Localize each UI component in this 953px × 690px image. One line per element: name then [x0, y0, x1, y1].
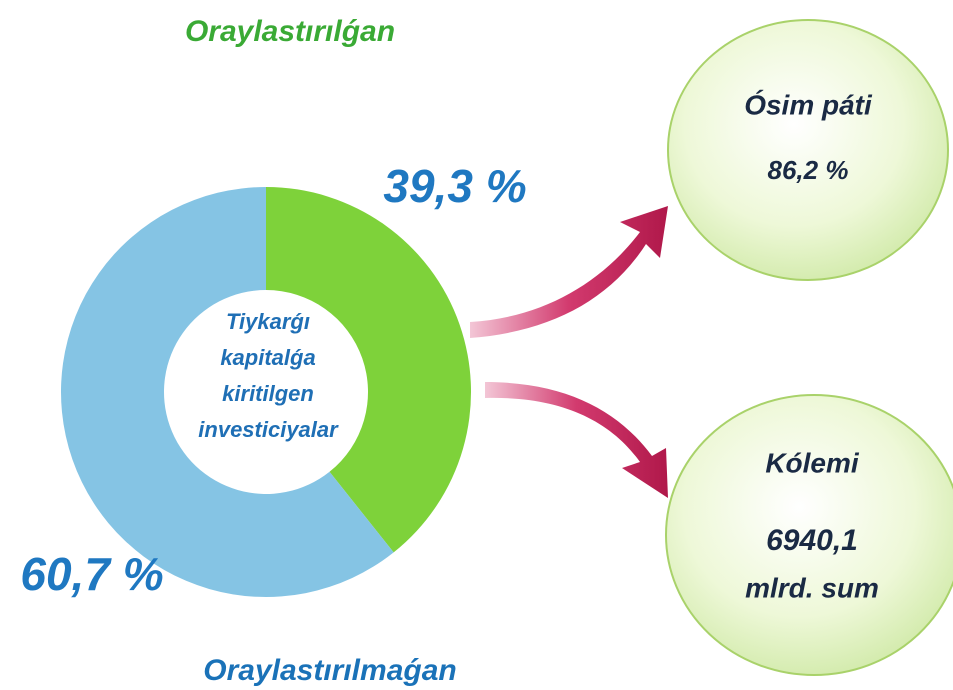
center-label: kapitalǵa — [220, 345, 315, 370]
value-label: 60,7 % — [20, 548, 163, 600]
center-label: Tiykarǵı — [226, 309, 310, 334]
callout-title: Kólemi — [765, 447, 860, 478]
center-label: kiritilgen — [222, 381, 314, 406]
chart: Ósim páti 86,2 % Kólemi 6940,1 mlrd. sum… — [0, 0, 953, 690]
callout-bubble — [668, 20, 948, 280]
callout-value: 86,2 % — [768, 155, 849, 185]
center-label: investiciyalar — [198, 417, 339, 442]
callout-value: 6940,1 — [766, 524, 858, 557]
category-label: Oraylastırılǵan — [185, 15, 395, 48]
callout-unit: mlrd. sum — [745, 572, 879, 603]
value-label: 39,3 % — [383, 160, 526, 212]
arrow-down — [485, 382, 668, 498]
page: Ósim páti 86,2 % Kólemi 6940,1 mlrd. sum… — [0, 0, 953, 690]
callout-title: Ósim páti — [744, 89, 873, 120]
category-label: Oraylastırılmaǵan — [203, 654, 456, 687]
arrow-up — [470, 206, 668, 338]
